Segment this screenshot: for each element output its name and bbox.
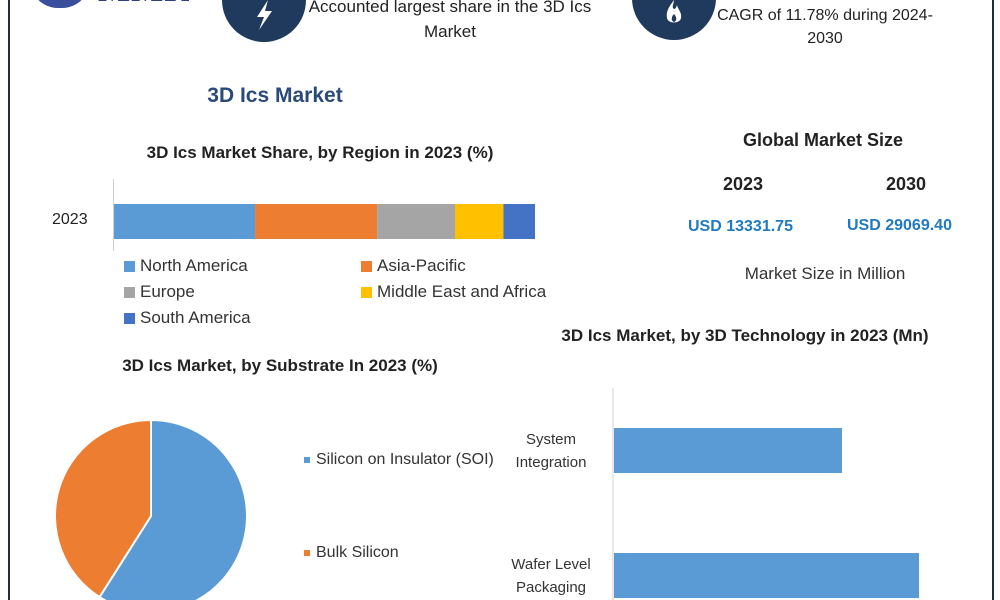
flame-icon-glyph (666, 0, 682, 23)
region-chart-axis (113, 179, 114, 251)
legend-item-europe: Europe (124, 282, 195, 302)
market-size-year-2030: 2030 (886, 174, 927, 194)
market-size-value-2030: USD 29069.40 (847, 217, 952, 234)
pie-legend-bulk-label: Bulk Silicon (316, 544, 399, 561)
tech-category-system-integration: System Integration (515, 431, 587, 471)
region-chart-category-label: 2023 (52, 211, 88, 228)
pie-legend-soi: Silicon on Insulator (SOI) (304, 448, 494, 472)
region-bar-segment-europe (377, 204, 456, 239)
main-title: 3D Ics Market (207, 84, 343, 107)
pie-slice-bulk-silicon (54, 418, 152, 599)
legend-item-middle-east-and-africa: Middle East and Africa (361, 282, 546, 302)
legend-item-north-america: North America (124, 256, 248, 276)
region-bar-segment-north-america (114, 204, 256, 239)
region-bar-segment-middle-east-and-africa (455, 204, 504, 239)
mmr-logo: MMR (12, 0, 202, 14)
market-size-value-2023: USD 13331.75 (688, 218, 793, 235)
market-size-unit: Market Size in Million (744, 264, 906, 283)
market-size-year-2023: 2023 (723, 174, 764, 194)
legend-swatch (361, 260, 372, 272)
tech-bar-wafer-level-packaging (614, 553, 919, 598)
logo-swirl (30, 0, 90, 8)
legend-swatch (124, 260, 135, 272)
bolt-icon-glyph (257, 0, 272, 30)
legend-item-asia-pacific: Asia-Pacific (361, 256, 466, 276)
pie-legend-bulk-silicon: Bulk Silicon (304, 541, 494, 565)
global-market-size-title: Global Market Size (742, 130, 904, 150)
legend-label: Middle East and Africa (377, 282, 547, 301)
legend-label: North America (140, 256, 248, 275)
legend-label: Europe (140, 282, 195, 301)
pie-slice-soi (98, 418, 248, 600)
region-bar-segment-asia-pacific (255, 204, 378, 239)
substrate-chart-title: 3D Ics Market, by Substrate In 2023 (%) (122, 356, 438, 375)
legend-swatch (124, 286, 135, 298)
banner-right-text: CAGR of 11.78% during 2024-2030 (717, 7, 933, 47)
legend-label: Asia-Pacific (377, 256, 466, 275)
legend-swatch (361, 286, 372, 298)
pie-legend-soi-label: Silicon on Insulator (SOI) (316, 451, 494, 468)
tech-bar-system-integration (614, 428, 842, 473)
legend-swatch (124, 312, 135, 324)
legend-item-south-america: South America (124, 308, 251, 328)
logo-text: MMR (98, 0, 190, 10)
pie-legend-bulk-swatch (304, 549, 310, 556)
tech-category-wafer-level-packaging: Wafer Level Packaging (511, 556, 591, 596)
region-chart-title: 3D Ics Market Share, by Region in 2023 (… (146, 143, 494, 162)
region-bar-segment-south-america (503, 204, 535, 239)
legend-label: South America (140, 308, 251, 327)
technology-chart-title: 3D Ics Market, by 3D Technology in 2023 … (561, 326, 929, 345)
pie-legend-soi-swatch (304, 456, 310, 463)
banner-left-text: Accounted largest share in the 3D Ics Ma… (308, 0, 592, 41)
infographic-frame (8, 0, 994, 600)
